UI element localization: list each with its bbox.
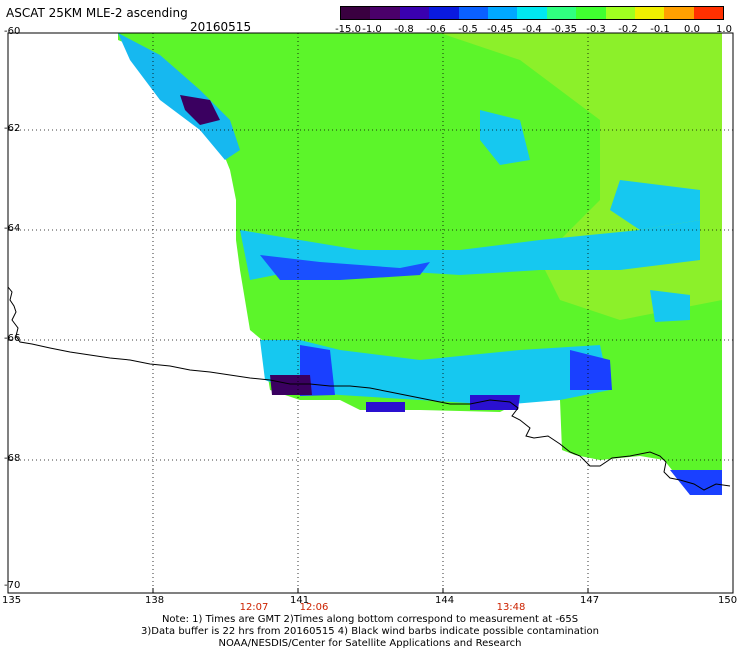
lat-label: -70 [4, 580, 21, 591]
grid-lines [8, 33, 733, 593]
map-frame [7, 32, 734, 594]
colorbar-label: -0.6 [426, 24, 446, 35]
lon-label: 135 [2, 595, 22, 606]
lon-label: 150 [718, 595, 738, 606]
lon-label: 144 [435, 595, 455, 606]
colorbar-segment [399, 7, 430, 19]
data-region [118, 33, 240, 160]
colorbar-segment [517, 7, 547, 19]
time-label: 12:07 [239, 602, 269, 613]
colorbar-segment [429, 7, 459, 19]
data-field [118, 33, 722, 495]
coastline [7, 286, 731, 491]
colorbar-label: -0.3 [586, 24, 606, 35]
colorbar-label: -0.4 [522, 24, 542, 35]
colorbar-label: 0.0 [684, 24, 700, 35]
data-region [610, 180, 700, 230]
data-region [650, 290, 690, 322]
colorbar-label: -0.45 [487, 24, 513, 35]
colorbar [340, 6, 724, 20]
colorbar-label: -0.8 [394, 24, 414, 35]
lon-label: 138 [145, 595, 165, 606]
colorbar-label: -0.35 [551, 24, 577, 35]
colorbar-segment [693, 7, 724, 19]
map-title: ASCAT 25KM MLE-2 ascending [6, 6, 188, 20]
data-region [670, 470, 722, 495]
colorbar-segment [370, 7, 400, 19]
footnote: Note: 1) Times are GMT 2)Times along bot… [0, 614, 740, 650]
colorbar-label: -0.2 [618, 24, 638, 35]
lat-label: -68 [4, 453, 21, 464]
colorbar-segment [605, 7, 635, 19]
data-region [180, 95, 220, 125]
map-date: 20160515 [190, 20, 252, 34]
note-line-2: 3)Data buffer is 22 hrs from 20160515 4)… [141, 626, 599, 637]
time-label: 12:06 [299, 602, 329, 613]
colorbar-segment [487, 7, 518, 19]
note-line-1: Note: 1) Times are GMT 2)Times along bot… [161, 614, 579, 625]
time-label: 13:48 [496, 602, 526, 613]
colorbar-labels: -15.0 -1.0 -0.8 -0.6 -0.5 -0.45 -0.4 -0.35 -0.3 -… [335, 24, 732, 38]
lat-label: -60 [4, 26, 21, 37]
data-region [570, 350, 612, 390]
colorbar-segment [341, 7, 371, 19]
tick-marks [8, 129, 589, 593]
colorbar-label: 1.0 [716, 24, 732, 35]
lat-label: -64 [4, 223, 21, 234]
colorbar-segment [546, 7, 577, 19]
colorbar-label: -15.0 [335, 24, 361, 35]
lat-label: -66 [4, 333, 21, 344]
data-region [260, 255, 430, 280]
data-region [260, 340, 610, 405]
colorbar-label: -1.0 [362, 24, 382, 35]
colorbar-segment [664, 7, 694, 19]
colorbar-segment [634, 7, 665, 19]
colorbar-segment [576, 7, 606, 19]
colorbar-segment [458, 7, 488, 19]
data-region [366, 402, 405, 412]
colorbar-label: -0.1 [650, 24, 670, 35]
note-line-3: NOAA/NESDIS/Center for Satellite Applica… [218, 638, 522, 649]
data-region [470, 395, 520, 410]
lat-label: -62 [4, 123, 21, 134]
colorbar-label: -0.5 [458, 24, 478, 35]
lon-label: 141 [290, 595, 310, 606]
data-region [480, 110, 530, 165]
lon-label: 147 [580, 595, 600, 606]
data-region [270, 375, 312, 395]
